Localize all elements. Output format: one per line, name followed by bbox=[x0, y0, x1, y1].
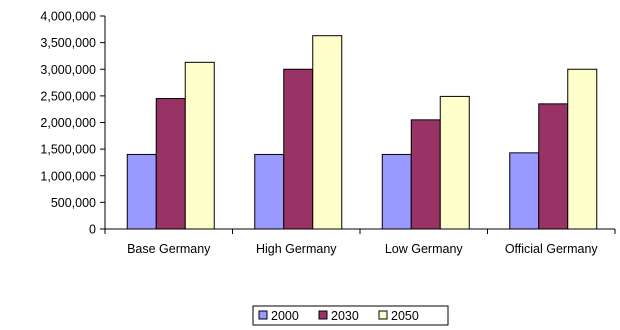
bar-2000-base-germany bbox=[126, 153, 157, 230]
y-tick-label: 2,500,000 bbox=[40, 89, 96, 103]
bar-2000-high-germany bbox=[254, 153, 285, 230]
bar-2050-base-germany bbox=[184, 61, 215, 230]
y-tick-label: 0 bbox=[89, 223, 96, 237]
bar-2050-high-germany bbox=[312, 35, 343, 230]
bar-2050-official-germany bbox=[567, 68, 598, 230]
legend-swatch-2000 bbox=[258, 310, 268, 320]
legend-box bbox=[252, 305, 449, 326]
bar-2030-official-germany bbox=[538, 103, 569, 230]
legend-label-2030: 2030 bbox=[331, 309, 359, 323]
bar-2030-high-germany bbox=[283, 68, 314, 230]
y-tick-label: 3,000,000 bbox=[40, 63, 96, 77]
legend: 2000 2030 2050 bbox=[252, 305, 449, 326]
bar-2030-base-germany bbox=[155, 98, 186, 230]
legend-label-2050: 2050 bbox=[391, 309, 419, 323]
x-axis: Base Germany High Germany Low Germany Offic… bbox=[104, 228, 616, 256]
bar-2050-low-germany bbox=[439, 95, 470, 230]
x-tick-label: High Germany bbox=[256, 242, 337, 256]
legend-swatch-2050 bbox=[378, 310, 388, 320]
x-tick-label: Official Germany bbox=[505, 242, 599, 256]
bar-2000-low-germany bbox=[381, 153, 412, 230]
x-tick-label: Low Germany bbox=[385, 242, 464, 256]
y-tick-label: 1,500,000 bbox=[40, 143, 96, 157]
x-tick-label: Base Germany bbox=[127, 242, 211, 256]
y-axis: 0 500,000 1,000,000 1,500,000 2,000,000 2,500… bbox=[40, 10, 106, 237]
y-tick-label: 3,500,000 bbox=[40, 36, 96, 50]
bars-group bbox=[126, 35, 598, 230]
legend-label-2000: 2000 bbox=[271, 309, 299, 323]
y-tick-label: 1,000,000 bbox=[40, 169, 96, 183]
bar-2030-low-germany bbox=[410, 119, 441, 230]
y-tick-label: 2,000,000 bbox=[40, 116, 96, 130]
legend-swatch-2030 bbox=[318, 310, 328, 320]
y-tick-label: 500,000 bbox=[51, 196, 96, 210]
y-tick-label: 4,000,000 bbox=[40, 10, 96, 24]
bar-2000-official-germany bbox=[509, 152, 540, 230]
